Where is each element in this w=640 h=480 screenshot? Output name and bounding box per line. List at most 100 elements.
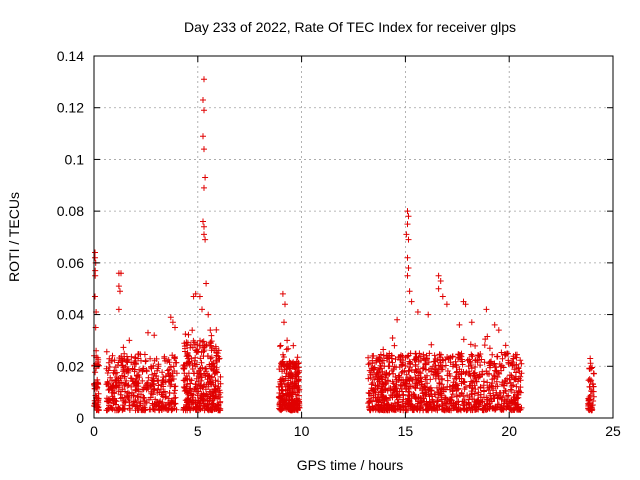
data-point: [182, 345, 188, 352]
data-point: [486, 383, 493, 390]
data-point: [279, 390, 286, 397]
data-point: [470, 370, 477, 377]
data-point: [412, 350, 419, 357]
data-point: [378, 383, 385, 390]
data-point: [403, 231, 410, 238]
data-point: [475, 352, 482, 359]
data-point: [201, 381, 208, 388]
data-point: [199, 398, 206, 405]
data-point: [493, 378, 500, 385]
data-point: [292, 404, 299, 411]
data-point: [494, 353, 501, 360]
ticks-layer: [93, 55, 614, 419]
data-point: [414, 309, 421, 315]
data-point: [399, 368, 406, 375]
data-point: [217, 407, 224, 414]
data-point: [290, 342, 297, 349]
data-point: [109, 352, 116, 359]
data-point: [423, 400, 430, 407]
data-point: [186, 385, 193, 392]
data-point: [286, 396, 293, 403]
data-point: [502, 351, 509, 358]
data-point: [136, 366, 143, 373]
data-point: [94, 376, 101, 383]
data-point: [182, 375, 189, 382]
data-point: [194, 392, 201, 399]
data-point: [484, 333, 491, 340]
data-point: [121, 373, 128, 380]
data-point: [484, 379, 491, 386]
data-point: [459, 356, 465, 363]
data-point: [146, 406, 153, 413]
data-point: [294, 354, 301, 361]
data-point: [367, 374, 374, 381]
data-point: [508, 382, 515, 389]
data-point: [168, 399, 175, 406]
data-point: [503, 399, 510, 406]
data-point: [465, 363, 472, 370]
data-point: [405, 265, 412, 271]
data-point: [162, 357, 169, 364]
data-point: [405, 213, 412, 220]
data-point: [498, 367, 505, 374]
data-point: [376, 407, 383, 414]
data-point: [389, 335, 396, 341]
data-point: [466, 371, 473, 377]
data-point: [413, 356, 420, 363]
data-point: [378, 375, 385, 382]
data-point: [435, 272, 442, 279]
data-point: [214, 369, 221, 376]
data-point: [115, 306, 122, 313]
data-point: [277, 343, 283, 350]
points-layer: [91, 76, 597, 414]
data-point: [382, 381, 389, 388]
data-point: [143, 367, 150, 374]
data-point: [425, 311, 432, 318]
data-point: [285, 383, 292, 390]
data-point: [404, 272, 411, 279]
data-point: [105, 367, 112, 374]
data-point: [383, 354, 390, 360]
data-point: [586, 396, 593, 403]
data-point: [212, 377, 219, 384]
data-point: [208, 365, 215, 372]
data-point: [197, 371, 204, 377]
data-point: [393, 393, 400, 400]
data-point: [499, 379, 506, 386]
data-point: [196, 293, 203, 300]
data-point: [161, 388, 168, 395]
y-tick-label: 0.08: [57, 203, 84, 219]
data-point: [201, 231, 207, 238]
data-point: [106, 364, 113, 370]
data-point: [203, 280, 210, 287]
data-point: [202, 393, 209, 400]
data-point: [278, 387, 285, 394]
data-point: [399, 398, 406, 405]
x-axis-label: GPS time / hours: [297, 457, 404, 473]
data-point: [376, 379, 383, 386]
data-point: [207, 327, 214, 334]
data-point: [190, 370, 197, 377]
data-point: [502, 342, 509, 349]
data-point: [415, 377, 422, 383]
data-point: [471, 390, 478, 397]
data-point: [184, 352, 191, 359]
data-point: [135, 380, 142, 387]
data-point: [372, 373, 379, 380]
data-point: [189, 394, 196, 401]
data-point: [137, 351, 144, 358]
data-point: [277, 342, 284, 349]
data-point: [460, 378, 467, 385]
data-point: [493, 389, 500, 396]
data-point: [495, 327, 502, 334]
data-point: [279, 358, 286, 365]
data-point: [365, 389, 372, 396]
data-point: [439, 293, 446, 300]
y-tick-label: 0.02: [57, 358, 84, 374]
data-point: [280, 354, 287, 360]
data-point: [426, 405, 433, 412]
data-point: [213, 357, 219, 364]
data-point: [204, 401, 211, 408]
data-point: [185, 331, 192, 338]
